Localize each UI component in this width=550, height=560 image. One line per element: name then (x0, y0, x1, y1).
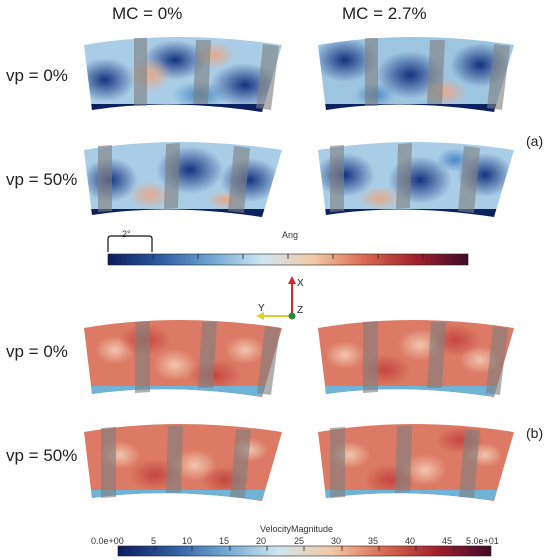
axis-label-y: Y (258, 303, 265, 314)
blade-strip (486, 326, 508, 395)
blade-strip (228, 146, 250, 213)
blade-strip (330, 427, 345, 498)
blade-strip (98, 145, 112, 212)
colorbar-b-tick: 40 (405, 536, 416, 546)
colorbar-b-tick: 10 (182, 536, 193, 546)
blade-strip (330, 145, 344, 212)
colorbar-b-tick: 20 (256, 536, 267, 546)
blade-strip (193, 40, 211, 104)
colorbar-b-tick: 0.0e+00 (91, 536, 124, 546)
blade-strip (459, 429, 480, 498)
column-header-mc27: MC = 2.7% (342, 4, 427, 23)
scale-bracket (107, 235, 153, 252)
column-header-mc0: MC = 0% (112, 4, 183, 23)
row-label-a-vp0: vp = 0% (6, 66, 68, 85)
blade-strip (166, 426, 183, 493)
row-label-b-vp0: vp = 0% (6, 342, 68, 361)
blade-strips (98, 38, 510, 498)
panel-b-label: (b) (526, 425, 544, 441)
blade-strip (365, 38, 378, 106)
blade-strip (134, 38, 147, 106)
panel-a-label: (a) (526, 133, 544, 149)
axes-triad: X Y Z (256, 276, 304, 320)
colorbar-b-title: VelocityMagnitude (260, 524, 334, 534)
axis-label-z: Z (297, 305, 303, 316)
blade-strip (427, 322, 446, 388)
field-a-vp50-mc27 (318, 142, 514, 217)
field-b-vp50-mc27 (318, 424, 514, 501)
blade-strip (363, 321, 378, 393)
blade-strip (487, 44, 510, 110)
blade-strip (135, 321, 150, 393)
colorbar-b-ticks (154, 546, 455, 551)
blade-strip (164, 143, 180, 209)
y-arrowhead (256, 312, 264, 320)
row-label-b-vp50: vp = 50% (6, 446, 78, 465)
colorbar-a-title: Ang (282, 230, 299, 240)
colorbar-b-tick: 5 (151, 536, 157, 546)
colorbar-b (117, 545, 492, 557)
row-label-a-vp50: vp = 50% (6, 170, 78, 189)
scale-bar-label: 2° (122, 229, 131, 239)
z-axis-dot (288, 312, 296, 320)
axis-label-x: X (297, 278, 304, 289)
colorbar-b-tick: 15 (219, 536, 230, 546)
blade-strip (396, 143, 412, 209)
colorbar-a-ticks (152, 254, 424, 259)
blade-strip (257, 326, 280, 395)
blade-strip (256, 44, 279, 110)
colorbar-b-tick: 30 (331, 536, 342, 546)
blade-strip (101, 427, 116, 498)
colorbar-b-tick: 25 (294, 536, 305, 546)
colorbar-b-tick: 45 (442, 536, 453, 546)
blade-strip (458, 146, 480, 213)
x-arrowhead (288, 276, 296, 284)
colorbar-b-tick: 35 (368, 536, 379, 546)
blade-strip (395, 426, 412, 493)
blade-strip (198, 322, 217, 388)
blade-strip (427, 40, 445, 104)
colorbar-b-tick: 5.0e+01 (466, 536, 499, 546)
blade-strip (230, 429, 251, 498)
